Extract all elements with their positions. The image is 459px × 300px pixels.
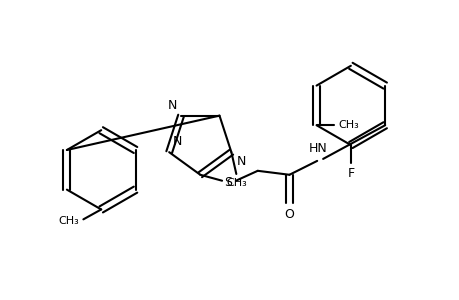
- Text: N: N: [173, 135, 182, 148]
- Text: O: O: [284, 208, 294, 221]
- Text: HN: HN: [308, 142, 327, 155]
- Text: N: N: [236, 155, 245, 168]
- Text: CH₃: CH₃: [338, 120, 358, 130]
- Text: CH₃: CH₃: [59, 216, 79, 226]
- Text: CH₃: CH₃: [225, 178, 246, 188]
- Text: N: N: [168, 99, 177, 112]
- Text: S: S: [224, 176, 231, 189]
- Text: F: F: [347, 167, 354, 180]
